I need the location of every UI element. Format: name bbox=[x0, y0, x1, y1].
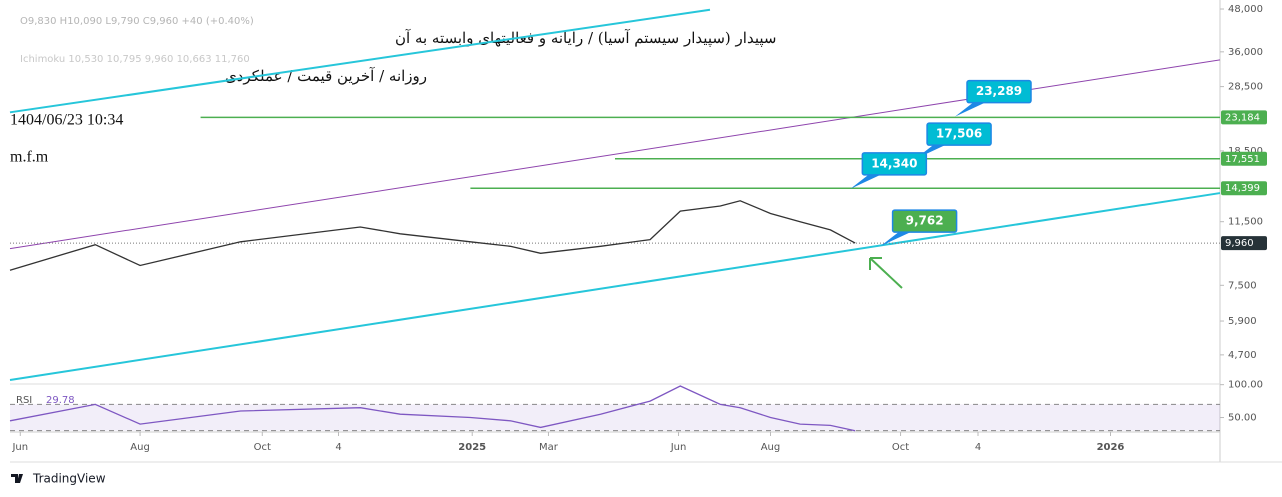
callout-box bbox=[926, 122, 992, 146]
callout-label: 23,289 bbox=[976, 84, 1022, 98]
price-line bbox=[9, 200, 856, 271]
datetime: 1404/06/23 10:34 bbox=[10, 112, 123, 129]
x-tick-label: Mar bbox=[539, 442, 559, 453]
callout-box bbox=[861, 152, 928, 176]
y-tick-label: 48,000 bbox=[1228, 4, 1263, 15]
level-label: 14,399 bbox=[1225, 183, 1260, 194]
trendline bbox=[9, 8, 711, 114]
level-label: 23,184 bbox=[1225, 112, 1260, 123]
price-line bbox=[9, 385, 856, 432]
ohlc: O9,830 H10,090 L9,790 C9,960 +40 (+0.40%… bbox=[20, 16, 254, 27]
y-tick-label: 36,000 bbox=[1228, 47, 1263, 58]
trendline bbox=[9, 192, 1221, 381]
y-tick-label: 28,500 bbox=[1228, 82, 1263, 93]
last-price-label: 9,960 bbox=[1225, 238, 1254, 249]
arrow bbox=[869, 257, 903, 289]
value-label: 29.78 bbox=[46, 395, 75, 406]
callout-pointer bbox=[955, 102, 986, 117]
x-tick-label: 2026 bbox=[1097, 442, 1125, 453]
callout-label: 9,762 bbox=[906, 214, 944, 228]
level-label-bg bbox=[1221, 181, 1267, 196]
y-tick-label: 7,500 bbox=[1228, 280, 1257, 291]
x-tick-label: 4 bbox=[335, 442, 341, 453]
brand: TradingView bbox=[32, 472, 106, 486]
rsi-title: RSI bbox=[16, 395, 32, 406]
y-tick-label: 18,500 bbox=[1228, 146, 1263, 157]
y-tick-label: 100.00 bbox=[1228, 380, 1263, 391]
callout-pointer bbox=[880, 232, 911, 247]
x-tick-label: Aug bbox=[761, 442, 781, 453]
callout-label: 17,506 bbox=[936, 127, 982, 141]
ichimoku: Ichimoku 10,530 10,795 9,960 10,663 11,7… bbox=[20, 54, 250, 65]
x-tick-label: Jun bbox=[11, 442, 28, 453]
x-tick-label: Oct bbox=[254, 442, 271, 453]
callout-box bbox=[966, 79, 1032, 104]
y-tick-label: 50.00 bbox=[1228, 413, 1257, 424]
callout-pointer bbox=[850, 174, 881, 189]
x-tick-label: 4 bbox=[975, 442, 981, 453]
rsi-band bbox=[10, 404, 1220, 431]
x-tick-label: Oct bbox=[892, 442, 909, 453]
y-tick-label: 4,700 bbox=[1228, 350, 1257, 361]
level-label: 17,551 bbox=[1225, 154, 1260, 165]
x-tick-label: Aug bbox=[130, 442, 150, 453]
level-label-bg bbox=[1221, 151, 1267, 166]
logo bbox=[11, 474, 23, 483]
subtitle: روزانه / آخرین قیمت / عملکردی bbox=[225, 67, 427, 85]
author: m.f.m bbox=[10, 149, 49, 166]
last-price-bg bbox=[1221, 236, 1267, 251]
callout-box bbox=[891, 209, 958, 233]
y-tick-label: 11,500 bbox=[1228, 217, 1263, 228]
callout-label: 14,340 bbox=[871, 156, 917, 170]
x-tick-label: Jun bbox=[670, 442, 687, 453]
y-tick-label: 5,900 bbox=[1228, 316, 1257, 327]
level-label-bg bbox=[1221, 110, 1267, 125]
title: سپیدار (سپیدار سیستم آسیا) / رایانه و فع… bbox=[395, 29, 776, 47]
x-tick-label: 2025 bbox=[458, 442, 486, 453]
